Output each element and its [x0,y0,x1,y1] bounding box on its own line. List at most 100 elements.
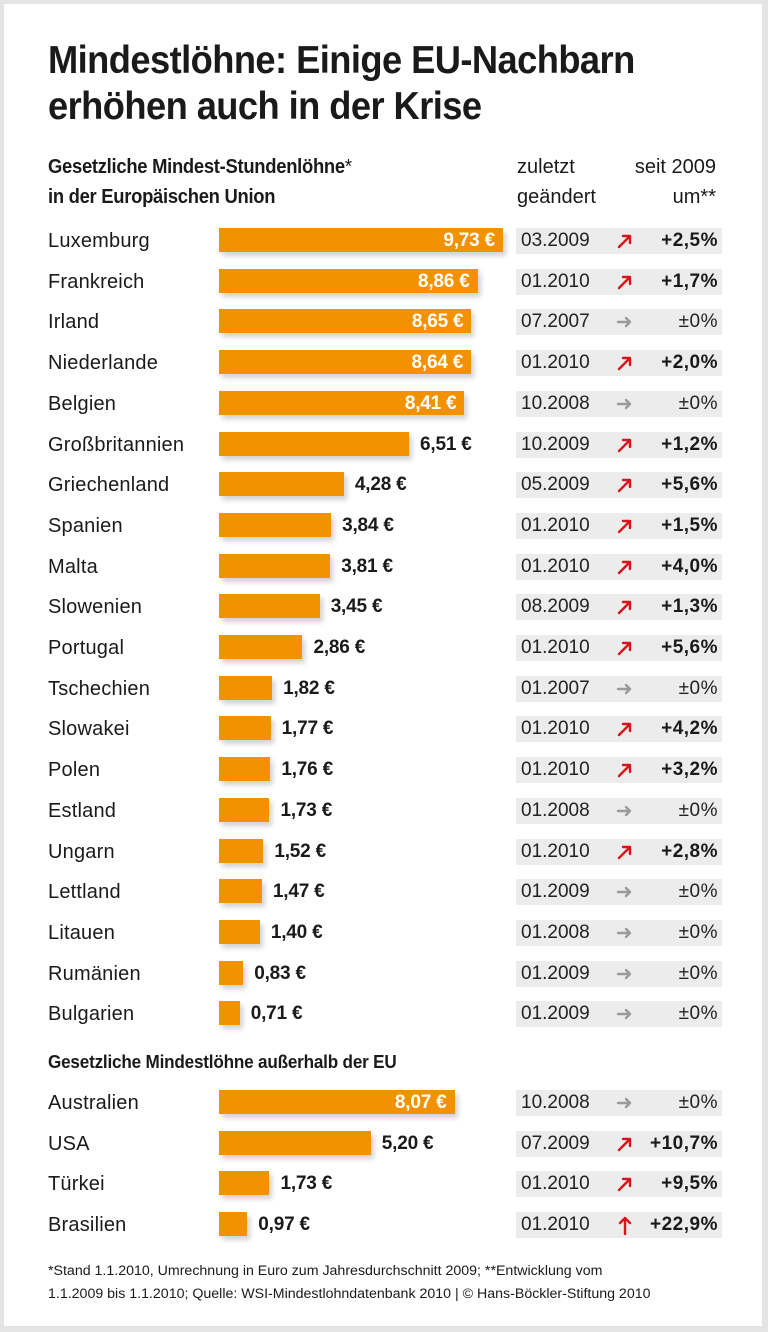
change-percent: +1,3% [661,596,718,618]
value-label: 1,73 € [280,799,333,821]
arrow-right-icon [616,391,634,417]
country-label: Malta [48,555,98,578]
value-label: 1,73 € [280,1173,333,1195]
change-percent: +5,6% [661,474,718,496]
last-changed-date: 01.2008 [521,799,590,821]
bar [219,390,465,415]
value-label: 9,73 € [443,230,495,251]
bar [219,635,303,659]
arrow-up-icon [616,1212,634,1238]
last-changed-date: 01.2008 [521,921,590,943]
country-label: Portugal [48,637,125,659]
country-label: Luxemburg [48,230,150,252]
value-label: 1,76 € [281,759,333,781]
change-percent: +10,7% [650,1132,718,1154]
bar [219,268,478,293]
value-label: 6,51 € [420,433,472,455]
arrow-right-icon [616,961,634,987]
last-changed-date: 03.2009 [521,230,590,251]
arrow-right-icon [616,920,634,946]
change-percent: +1,5% [661,514,718,536]
eu-section-title: Gesetzliche Mindest-Stundenlöhne* in der… [48,152,490,212]
bar [219,1212,248,1237]
chart-row: Brasilien 0,97 € 01.2010 +22,9% [4,1208,762,1242]
country-label: Frankreich [48,270,145,293]
arrow-up-right-icon [616,839,634,865]
country-label: Spanien [48,514,123,537]
chart-row: Bulgarien 0,71 € 01.2009 ±0% [4,997,762,1031]
country-label: Irland [48,311,100,334]
bar [219,553,331,578]
column-header-change: seit 2009 um** [635,152,716,212]
change-cell: 01.2007 ±0% [516,675,722,702]
change-percent: +2,8% [661,840,718,862]
chart-row: Slowenien 3,45 € 08.2009 +1,3% [4,590,762,624]
change-percent: +5,6% [661,637,718,658]
subtitle-line-2: in der Europäischen Union [48,186,276,208]
value-label: 1,77 € [281,718,334,740]
change-cell: 07.2009 +10,7% [516,1130,722,1157]
chart-row: Luxemburg 9,73 € 03.2009 +2,5% [4,224,762,258]
change-cell: 01.2010 +22,9% [516,1212,722,1239]
last-changed-date: 01.2010 [521,270,590,292]
change-percent: ±0% [678,1003,718,1025]
value-label: 8,64 € [411,352,464,374]
chart-row: Niederlande 8,64 € 01.2010 +2,0% [4,346,762,380]
value-label: 1,82 € [283,677,335,699]
bar [219,512,332,537]
bar [219,675,273,700]
arrow-right-icon [616,1090,634,1116]
value-label: 4,28 € [354,474,407,496]
value-label: 1,40 € [270,921,323,943]
change-cell: 07.2007 ±0% [516,309,722,336]
change-percent: +9,5% [661,1173,718,1195]
bar [219,594,320,619]
bar [219,228,503,252]
bar [219,879,262,904]
change-percent: ±0% [678,1092,718,1113]
value-label: 8,86 € [417,270,470,292]
bar [219,472,344,497]
column-header-text: um** [672,186,716,208]
change-percent: +1,2% [661,433,718,455]
last-changed-date: 07.2009 [521,1132,590,1154]
arrow-up-right-icon [616,513,634,539]
last-changed-date: 01.2010 [521,1214,590,1236]
last-changed-date: 01.2010 [521,352,590,374]
country-label: Griechenland [48,474,170,497]
change-cell: 01.2010 +5,6% [516,635,722,661]
chart-row: Spanien 3,84 € 01.2010 +1,5% [4,509,762,543]
arrow-up-right-icon [616,635,634,661]
country-label: Polen [48,759,101,782]
change-cell: 01.2010 +9,5% [516,1171,722,1198]
change-cell: 01.2010 +2,8% [516,838,722,865]
country-label: Australien [48,1092,139,1114]
change-cell: 10.2009 +1,2% [516,431,722,458]
value-label: 8,07 € [394,1092,447,1113]
change-cell: 10.2008 ±0% [516,390,722,417]
last-changed-date: 01.2010 [521,637,590,658]
arrow-up-right-icon [616,472,634,498]
country-label: USA [48,1132,90,1155]
chart-row: Malta 3,81 € 01.2010 +4,0% [4,550,762,584]
bar [219,309,472,334]
change-cell: 01.2010 +2,0% [516,350,722,377]
change-percent: +4,0% [661,555,718,577]
chart-row: Estland 1,73 € 01.2008 ±0% [4,794,762,828]
change-cell: 01.2009 ±0% [516,879,722,906]
last-changed-date: 10.2008 [521,392,590,414]
bar [219,838,264,863]
country-label: Lettland [48,881,121,904]
arrow-right-icon [616,1001,634,1027]
change-cell: 01.2008 ±0% [516,919,722,946]
last-changed-date: 01.2009 [521,881,590,903]
bar [219,1130,371,1155]
chart-row: Slowakei 1,77 € 01.2010 +4,2% [4,712,762,746]
value-label: 3,81 € [341,555,393,577]
value-label: 3,84 € [342,514,394,536]
last-changed-date: 01.2007 [521,677,590,699]
country-label: Tschechien [48,677,151,700]
last-changed-date: 01.2010 [521,718,590,740]
arrow-up-right-icon [616,554,634,580]
last-changed-date: 01.2010 [521,1173,590,1195]
